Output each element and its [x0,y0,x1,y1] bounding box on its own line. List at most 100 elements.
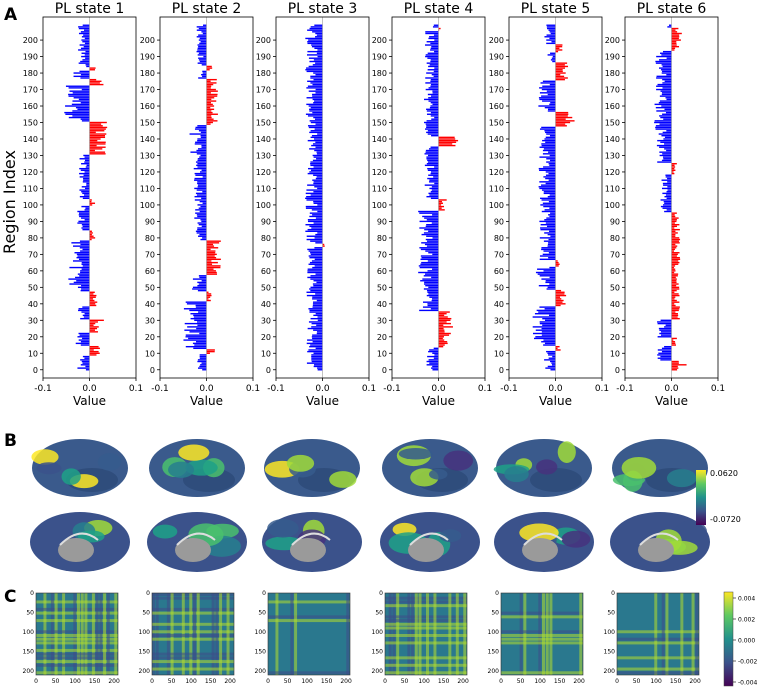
matrix-y-tick: 0 [611,590,615,597]
region-bar [430,83,439,86]
y-tick-label: 90 [494,217,504,226]
region-bar [313,191,323,193]
region-bar [662,78,672,81]
region-bar [196,189,207,191]
region-bar [428,293,439,295]
matrix-y-tick: 50 [607,610,615,617]
region-bar [306,54,323,56]
x-tick-label: 0.0 [82,384,97,394]
region-bar [206,270,216,272]
region-bar [64,111,90,114]
region-bar [306,294,323,297]
region-bar [311,354,323,356]
region-bar [434,166,439,168]
region-bar [664,143,672,145]
region-bar [316,281,323,284]
region-bar [671,301,680,303]
region-bar [202,176,207,178]
region-bar [426,294,439,297]
region-bar [305,223,323,226]
region-bar [314,258,323,261]
region-bar [313,314,323,317]
region-bar [658,327,672,330]
region-bar [532,326,556,328]
y-tick-label: 130 [256,151,271,160]
region-bar [81,205,90,208]
brain-pair-6 [610,439,710,572]
region-bar [662,50,672,53]
region-bar [76,280,90,282]
region-bar [431,299,439,302]
region-bar [310,136,323,139]
region-bar [666,130,672,132]
region-bar [89,350,99,353]
region-bar [539,258,556,261]
x-tick-label: -0.1 [500,384,518,394]
region-bar [206,298,209,300]
matrix-stripe [268,600,350,604]
region-bar [201,169,207,172]
region-bar [671,166,676,168]
matrix-x-tick: 200 [573,678,585,685]
region-bar [89,329,95,331]
region-bar [84,37,90,40]
y-tick-label: 110 [489,184,504,193]
region-bar [555,62,568,64]
region-bar [198,283,207,285]
region-bar [543,148,556,150]
region-bar [198,52,207,54]
region-bar [89,149,95,152]
region-bar [196,341,207,343]
region-bar [312,303,323,305]
region-bar [434,39,439,41]
matrix-x-tick: 100 [69,678,81,685]
region-bar [81,52,90,54]
region-bar [424,164,439,167]
region-bar [310,253,323,256]
region-bar [428,97,439,99]
region-bar [89,200,92,203]
region-bar [194,319,207,322]
region-bar [206,93,218,96]
region-bar [199,276,207,279]
matrix-x-tick: 50 [52,678,60,685]
y-tick-label: 30 [377,316,387,325]
region-bar [313,102,323,104]
region-bar [549,154,556,157]
region-bar [195,306,207,308]
x-tick-label: -0.1 [34,384,52,394]
region-bar [671,253,678,256]
region-bar [671,314,679,317]
region-bar [555,291,565,293]
region-bar [545,131,556,134]
region-bar [310,169,323,172]
region-bar [671,240,680,242]
region-bar [671,44,677,46]
region-bar [541,331,556,333]
region-bar [555,347,558,350]
region-bar [84,156,90,158]
region-bar [308,263,323,265]
region-bar [200,131,207,134]
region-bar [430,80,439,82]
region-bar [430,308,439,310]
region-bar [195,192,207,195]
region-bar [189,309,207,312]
region-bar [69,283,90,285]
region-bar [192,278,207,280]
region-bar [664,202,672,204]
region-bar [671,220,677,223]
region-bar [539,237,556,239]
region-bar [195,230,207,232]
region-bar [309,108,323,111]
region-bar [425,238,439,241]
region-bar [426,195,439,198]
region-bar [547,286,556,289]
region-bar [308,255,323,257]
region-bar [195,212,207,214]
region-bar [311,359,323,361]
region-bar [197,186,207,188]
y-tick-label: 190 [23,53,38,62]
y-tick-label: 20 [494,333,504,342]
region-bar [432,90,439,92]
